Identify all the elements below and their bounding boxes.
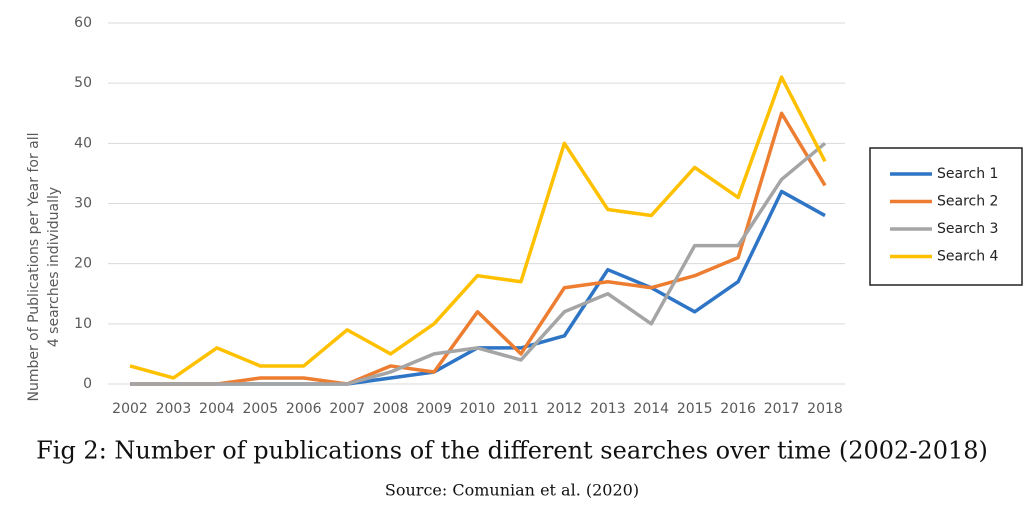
source: Source: Comunian et al. (2020) — [385, 481, 639, 500]
legend-label: Search 3 — [937, 221, 998, 237]
data-line — [130, 111, 827, 386]
x-tick-label: 2009 — [416, 401, 452, 417]
x-tick-label: 2007 — [329, 401, 365, 417]
legend-label: Search 4 — [937, 249, 999, 265]
y-axis-label: Number of Publications per Year for all — [26, 132, 42, 401]
x-tick-label: 2003 — [156, 401, 192, 417]
x-tick-label: 2018 — [807, 401, 843, 417]
x-tick-label: 2008 — [373, 401, 409, 417]
x-tick-label: 2014 — [633, 401, 669, 417]
x-tick-label: 2012 — [547, 401, 583, 417]
x-tick-label: 2005 — [242, 401, 278, 417]
x-tick-label: 2015 — [677, 401, 713, 417]
x-tick-label: 2006 — [286, 401, 322, 417]
data-line — [130, 141, 827, 386]
legend-box — [869, 147, 1023, 286]
data-line — [129, 75, 827, 380]
y-tick-label: 10 — [74, 316, 92, 332]
x-tick-label: 2002 — [112, 401, 148, 417]
x-tick-label: 2011 — [503, 401, 539, 417]
x-tick-label: 2013 — [590, 401, 626, 417]
y-tick-label: 30 — [74, 196, 92, 212]
y-tick-label: 20 — [74, 256, 92, 272]
legend-label: Search 2 — [937, 194, 998, 210]
x-tick-label: 2016 — [720, 401, 756, 417]
y-tick-label: 50 — [74, 75, 92, 91]
legend-label: Search 1 — [937, 166, 998, 182]
caption: Fig 2: Number of publications of the dif… — [36, 437, 988, 465]
y-tick-label: 40 — [74, 135, 92, 151]
y-tick-label: 0 — [83, 376, 92, 392]
x-tick-label: 2017 — [764, 401, 800, 417]
x-tick-label: 2010 — [460, 401, 496, 417]
y-tick-label: 60 — [74, 15, 92, 31]
x-tick-label: 2004 — [199, 401, 235, 417]
y-axis-label: 4 searches individually — [46, 187, 62, 347]
